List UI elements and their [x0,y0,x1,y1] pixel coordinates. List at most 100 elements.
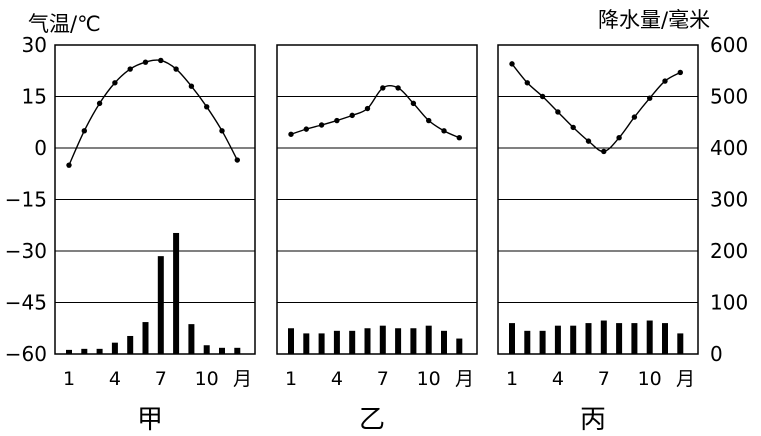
precipitation-bar [616,323,623,354]
precipitation-bar [333,330,340,354]
temperature-line [511,63,681,153]
month-unit-label: 月 [676,368,695,390]
precipitation-bar [662,323,668,354]
precipitation-bar [188,324,195,354]
temperature-point [204,104,210,110]
climate-panel-3: 1 4 7 10 月丙 [497,44,699,435]
precipitation-bar [410,328,417,354]
month-tick-label: 7 [598,368,610,390]
precipitation-tick-label-2: 400 [710,136,748,160]
temperature-point [585,138,592,144]
temperature-point [158,57,164,64]
month-tick-label: 4 [331,368,343,390]
precipitation-bar [425,325,432,354]
temperature-point [570,124,576,131]
temperature-point [188,83,195,89]
temperature-point [616,135,622,141]
temperature-point [288,131,294,137]
precipitation-bar [364,328,371,354]
precipitation-bar [173,232,180,354]
temperature-tick-label-5: −45 [5,291,47,315]
temperature-point [349,112,355,119]
month-tick-label: 4 [109,368,121,390]
precipitation-tick-label-6: 0 [710,342,723,366]
temperature-tick-label-6: −60 [5,342,47,366]
month-tick-label: 10 [195,368,219,390]
temperature-point [555,109,561,115]
temperature-point [127,66,133,72]
left-axis-label: 气温/℃ [28,12,101,36]
temperature-point [441,128,447,134]
precipitation-bar [631,323,638,354]
temperature-point [334,117,340,124]
temperature-point [66,162,72,168]
temperature-point [173,66,179,72]
month-tick-label: 4 [552,368,564,390]
precipitation-bar [111,342,118,354]
temperature-point [410,100,417,107]
climate-panel-1: 1 4 7 10 月甲 [54,44,256,435]
precipitation-tick-label-5: 100 [710,291,748,315]
month-tick-label: 7 [155,368,167,390]
temperature-tick-label-3: −15 [5,188,47,212]
panel-name-label: 乙 [359,405,385,435]
precipitation-bar [66,349,72,354]
precipitation-bar [524,330,531,354]
temperature-point [631,114,638,120]
temperature-point [142,59,149,65]
temperature-tick-label-0: 30 [22,33,47,57]
precipitation-bar [203,345,210,354]
temperature-tick-label-4: −30 [5,239,47,263]
temperature-tick-label-2: 0 [34,136,47,160]
precipitation-bar [349,330,356,354]
precipitation-bar [234,347,241,354]
precipitation-bar [509,323,515,354]
temperature-point [318,122,325,128]
precipitation-bar [303,333,310,354]
precipitation-bar [677,333,684,354]
month-tick-label: 10 [417,368,441,390]
month-tick-label: 10 [638,368,662,390]
precipitation-bar [96,348,103,354]
precipitation-tick-label-4: 200 [710,239,748,263]
precipitation-bar [395,328,402,354]
precipitation-bar [539,330,546,354]
temperature-point [677,69,683,76]
temperature-point [426,117,432,124]
temperature-line [68,59,238,166]
temperature-point [509,61,515,67]
panel-name-label: 丙 [580,405,606,435]
precipitation-bar [318,333,325,354]
precipitation-bar [456,338,463,354]
month-tick-label: 1 [63,368,75,390]
precipitation-bar [142,322,149,354]
temperature-tick-label-1: 15 [22,85,47,109]
temperature-point [81,128,88,134]
temperature-point [601,148,607,155]
climate-panel-2: 1 4 7 10 月乙 [276,44,478,435]
temperature-point [539,93,546,100]
month-tick-label: 1 [506,368,518,390]
precipitation-tick-label-1: 500 [710,85,748,109]
temperature-point [364,105,371,112]
precipitation-bar [127,335,134,354]
precipitation-bar [81,348,88,354]
precipitation-bar [157,256,164,354]
temperature-line [290,84,460,139]
temperature-point [647,95,653,101]
temperature-point [96,100,103,107]
month-tick-label: 7 [377,368,389,390]
precipitation-tick-label-3: 300 [710,188,748,212]
month-unit-label: 月 [455,368,474,390]
precipitation-bar [570,325,577,354]
precipitation-bar [441,330,447,354]
temperature-point [395,85,401,91]
temperature-point [303,126,309,132]
panel-name-label: 甲 [137,405,163,435]
precipitation-bar [219,347,225,354]
precipitation-bar [554,325,561,354]
temperature-point [219,128,225,134]
temperature-point [524,80,530,86]
precipitation-bar [646,320,653,354]
